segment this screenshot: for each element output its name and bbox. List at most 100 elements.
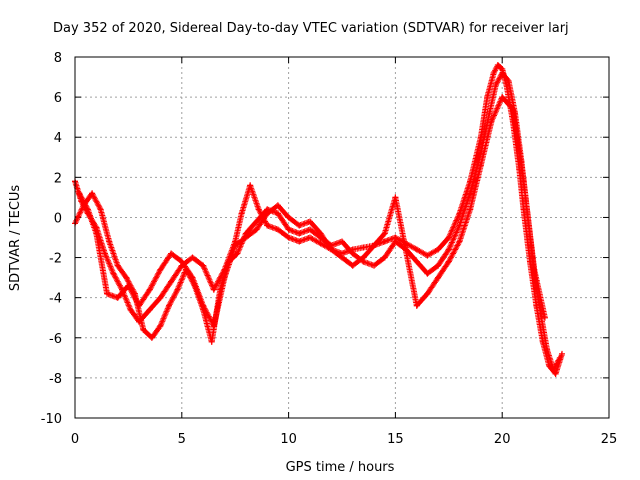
data-point [93, 230, 100, 237]
data-point [424, 270, 431, 277]
plus-markers [76, 94, 548, 329]
data-points [72, 62, 566, 377]
data-point [296, 238, 303, 245]
data-point [148, 334, 155, 341]
data-point [221, 274, 228, 281]
data-point [381, 254, 388, 261]
data-point [328, 246, 335, 253]
data-point [445, 234, 452, 241]
y-tick-label: 2 [54, 171, 62, 186]
data-point [178, 258, 185, 265]
data-point [285, 214, 292, 221]
y-tick-label: -6 [49, 332, 62, 347]
x-tick-label: 25 [601, 432, 618, 447]
data-point [392, 238, 399, 245]
data-point [253, 226, 260, 233]
y-tick-label: -2 [49, 252, 62, 267]
data-point [84, 206, 91, 213]
data-point [146, 306, 153, 313]
y-axis-label: SDTVAR / TECUs [8, 185, 23, 292]
data-point [531, 266, 538, 273]
data-point [242, 234, 249, 241]
y-tick-label: 6 [54, 91, 62, 106]
data-point [445, 258, 452, 265]
data-point [317, 240, 324, 247]
data-point [520, 178, 527, 185]
data-point [106, 238, 113, 245]
data-point [339, 254, 345, 261]
x-tick-label: 0 [71, 432, 79, 447]
data-point [494, 62, 501, 69]
data-point [435, 262, 442, 269]
data-point [550, 366, 557, 373]
data-point [484, 94, 491, 101]
data-point [349, 250, 356, 257]
data-point [200, 262, 207, 269]
data-point [200, 302, 207, 309]
data-point [317, 230, 324, 237]
data-point [168, 278, 175, 285]
data-point [296, 230, 303, 237]
data-point [544, 346, 551, 353]
x-axis-label: GPS time / hours [286, 460, 395, 475]
data-point [349, 262, 356, 269]
data-point [97, 206, 104, 213]
y-tick-label: 0 [54, 211, 62, 226]
data-point [253, 218, 260, 225]
data-point [234, 250, 241, 257]
data-point [360, 254, 367, 261]
data-point [499, 94, 506, 101]
data-point [339, 238, 345, 245]
data-point [371, 262, 378, 269]
data-point [189, 254, 196, 261]
data-point [232, 242, 239, 249]
data-point [104, 290, 111, 297]
data-point [127, 306, 134, 313]
data-point [110, 270, 117, 277]
data-point [559, 350, 566, 357]
data-point [413, 246, 420, 253]
data-point [285, 226, 292, 233]
data-point [381, 238, 388, 245]
data-point [264, 210, 271, 217]
data-point [505, 78, 512, 85]
data-point [306, 218, 313, 225]
data-point [435, 246, 442, 253]
data-point [413, 302, 420, 309]
data-point [490, 70, 497, 77]
x-tick-label: 20 [494, 432, 511, 447]
data-point [210, 322, 217, 329]
data-point [306, 226, 313, 233]
data-point [210, 286, 217, 293]
data-point [125, 282, 132, 289]
data-point [467, 206, 474, 213]
data-point [76, 190, 83, 197]
plus-markers [72, 70, 563, 373]
data-point [140, 326, 147, 333]
y-tick-label: -8 [49, 372, 62, 387]
data-point [424, 252, 431, 259]
data-point [157, 322, 164, 329]
data-point [89, 190, 96, 197]
data-point [285, 234, 292, 241]
data-point [274, 210, 281, 217]
data-point [556, 354, 563, 361]
data-point [456, 238, 463, 245]
x-tick-label: 10 [280, 432, 297, 447]
series-track-c [76, 94, 548, 329]
data-point [371, 242, 378, 249]
data-point [114, 262, 121, 269]
data-point [157, 294, 164, 301]
y-tick-label: 8 [54, 51, 62, 66]
data-point [492, 82, 499, 89]
data-point [392, 194, 399, 201]
y-tick-label: -4 [49, 292, 62, 307]
data-point [114, 294, 121, 301]
data-point [541, 314, 548, 321]
data-point [208, 338, 215, 345]
data-point [146, 286, 153, 293]
y-tick-label: 4 [54, 131, 62, 146]
data-point [413, 258, 420, 265]
data-point [247, 182, 254, 189]
data-point [360, 244, 367, 251]
